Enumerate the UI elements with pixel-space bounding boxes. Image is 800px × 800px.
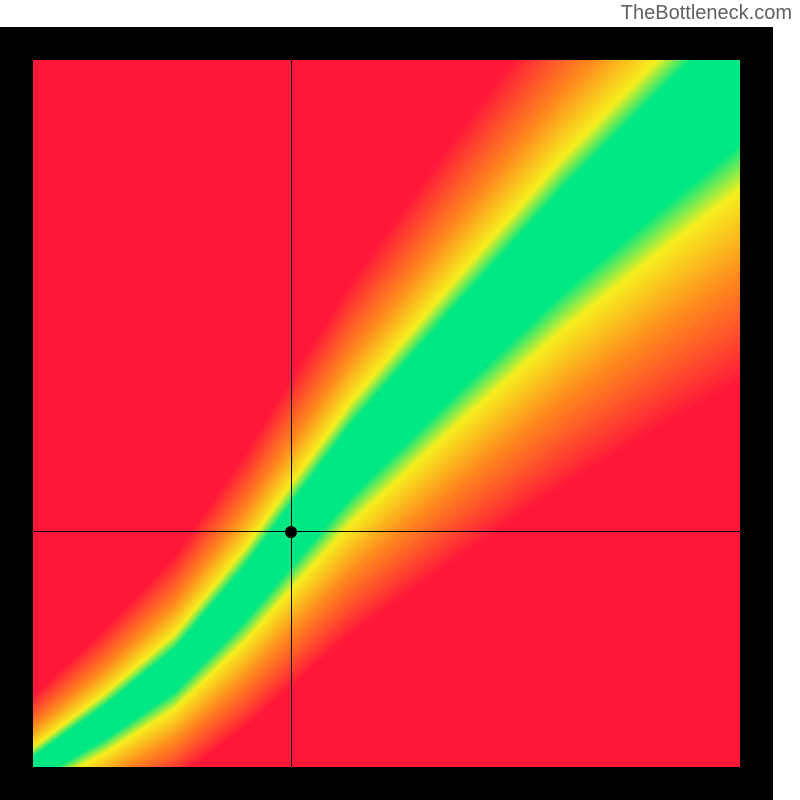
crosshair-vertical — [291, 60, 292, 767]
watermark-label: TheBottleneck.com — [621, 2, 792, 25]
heatmap-canvas — [33, 60, 740, 767]
chart-container: TheBottleneck.com — [0, 0, 800, 800]
heatmap-plot — [33, 60, 740, 767]
frame-right — [740, 27, 773, 800]
marker-point — [285, 526, 297, 538]
frame-top — [0, 27, 773, 60]
frame-bottom — [0, 767, 773, 800]
crosshair-horizontal — [33, 531, 740, 532]
frame-left — [0, 27, 33, 800]
